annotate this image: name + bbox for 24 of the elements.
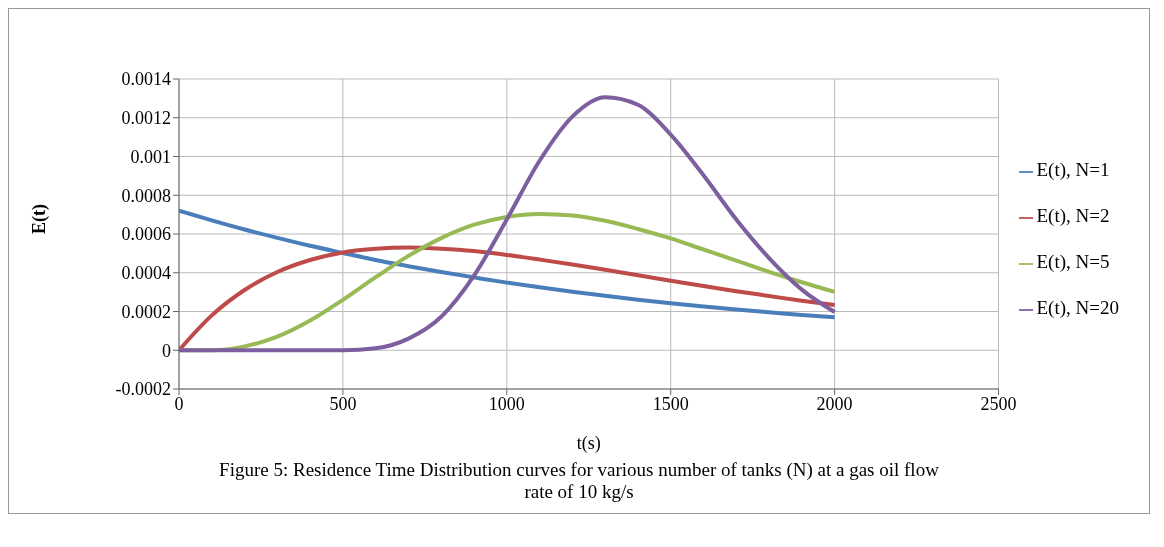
x-tick-label: 0 — [174, 393, 184, 414]
y-tick-label: 0.0004 — [121, 263, 171, 284]
y-tick-label: 0.0012 — [121, 108, 171, 129]
legend-label: E(t), N=1 — [1036, 159, 1110, 180]
y-tick-label: 0.0014 — [121, 69, 171, 90]
x-axis-title: t(s) — [576, 433, 601, 454]
y-tick-label: -0.0002 — [115, 379, 171, 400]
legend-label: E(t), N=5 — [1036, 251, 1110, 272]
line-series — [179, 95, 837, 353]
x-tick-label: 2000 — [816, 393, 853, 414]
x-tick-label: 1000 — [488, 393, 525, 414]
y-tick-label: 0.0002 — [121, 301, 171, 322]
y-tick-label: 0 — [162, 340, 171, 361]
y-axis-title: E(t) — [29, 204, 51, 234]
y-tick-label: 0.0006 — [121, 224, 171, 245]
y-tick-label: 0.001 — [130, 146, 171, 167]
line-series — [179, 208, 837, 320]
caption: Figure 5: Residence Time Distribution curves for various number of tanks (N) at a gas oil flow rate of 10 kg/s — [219, 459, 939, 503]
x-tick-label: 1500 — [652, 393, 689, 414]
legend-label: E(t), N=20 — [1036, 297, 1119, 318]
y-tick-label: 0.0008 — [121, 185, 171, 206]
x-tick-label: 500 — [329, 393, 357, 414]
legend-label: E(t), N=2 — [1036, 205, 1110, 226]
x-tick-label: 2500 — [980, 393, 1017, 414]
